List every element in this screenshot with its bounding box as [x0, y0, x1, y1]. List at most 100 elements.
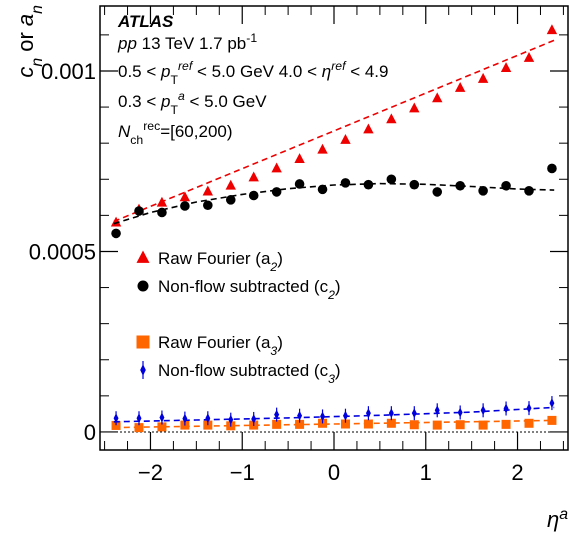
data-point	[455, 420, 465, 430]
data-point	[294, 153, 305, 163]
data-point	[110, 216, 122, 227]
data-point	[524, 186, 534, 196]
data-point	[342, 410, 348, 421]
data-point	[434, 405, 440, 416]
data-point	[320, 411, 326, 422]
data-point	[202, 185, 214, 196]
legend-label: Non-flow subtracted (c3)	[158, 361, 341, 386]
data-point	[432, 92, 443, 103]
data-point	[411, 408, 417, 419]
data-point	[386, 113, 397, 124]
data-point	[340, 419, 350, 429]
multiplicity-label: Nchrec=[60,200)	[118, 119, 233, 147]
annotation-layer: ATLAS pp 13 TeV 1.7 pb-1 0.5 < pTref < 5.…	[117, 12, 388, 147]
data-point	[248, 190, 259, 201]
data-point	[363, 179, 374, 190]
data-point	[503, 403, 509, 414]
data-point	[225, 195, 236, 205]
legend-marker	[140, 364, 146, 376]
data-point	[501, 180, 511, 191]
data-point	[179, 191, 191, 202]
y-tick-label: 0	[84, 420, 96, 445]
data-point	[480, 405, 486, 416]
data-point	[501, 419, 511, 429]
plot-layer	[100, 24, 568, 433]
data-point	[478, 186, 488, 196]
data-point	[134, 206, 144, 216]
ref-cuts-label: 0.5 < pTref < 5.0 GeV 4.0 < ηref < 4.9	[118, 59, 388, 87]
legend-label: Non-flow subtracted (c2)	[158, 277, 341, 302]
data-point	[180, 201, 190, 211]
x-tick-label: 2	[511, 460, 523, 485]
data-point	[295, 419, 305, 429]
data-point	[409, 179, 420, 190]
data-point	[432, 420, 442, 430]
fit-line-3	[113, 406, 555, 423]
legend: Raw Fourier (a2) Non-flow subtracted (c2)…	[136, 249, 341, 386]
data-point	[386, 418, 396, 428]
data-point	[455, 180, 465, 191]
data-point	[111, 420, 121, 430]
legend-marker	[137, 280, 149, 292]
legend-marker	[136, 335, 150, 349]
data-point	[134, 423, 144, 433]
data-point	[409, 102, 420, 113]
data-point	[526, 403, 532, 414]
x-tick-label: −1	[230, 460, 255, 485]
data-point	[317, 184, 328, 195]
data-point	[274, 409, 280, 420]
data-point	[365, 408, 371, 419]
data-point	[203, 200, 213, 211]
data-point	[157, 422, 167, 432]
data-point	[271, 162, 282, 173]
x-tick-label: −2	[138, 460, 163, 485]
data-point	[159, 412, 165, 423]
x-tick-label: 0	[328, 460, 340, 485]
data-point	[113, 413, 119, 424]
data-point	[248, 171, 259, 182]
data-point	[478, 420, 488, 430]
data-point	[157, 207, 167, 218]
assoc-cuts-label: 0.3 < pTa < 5.0 GeV	[118, 89, 267, 117]
data-point	[432, 187, 443, 197]
data-point	[547, 415, 557, 425]
atlas-label: ATLAS	[117, 12, 174, 31]
y-tick-label: 0.0005	[29, 239, 96, 264]
fit-line-2	[113, 419, 555, 429]
data-point	[547, 163, 557, 174]
data-point	[272, 419, 282, 429]
data-point	[317, 143, 328, 154]
y-tick-label: 0.001	[41, 59, 96, 84]
data-point	[294, 179, 305, 189]
x-tick-label: 1	[420, 460, 432, 485]
data-point	[228, 414, 234, 425]
data-point	[271, 187, 282, 197]
data-point	[409, 420, 419, 430]
data-point	[523, 52, 535, 62]
data-point	[457, 407, 463, 418]
data-point	[363, 123, 374, 134]
y-axis-label: cn or an	[13, 5, 46, 78]
data-point	[225, 179, 236, 190]
legend-label: Raw Fourier (a3)	[158, 333, 283, 358]
data-point	[340, 178, 351, 188]
legend-marker	[136, 250, 150, 263]
legend-label: Raw Fourier (a2)	[158, 249, 283, 274]
data-point	[363, 419, 373, 429]
data-point	[251, 414, 257, 424]
x-axis-label: ηa	[547, 506, 568, 533]
data-point	[297, 410, 303, 421]
data-point	[477, 72, 489, 83]
data-point	[454, 81, 466, 92]
data-point	[156, 196, 168, 207]
data-point	[205, 413, 211, 424]
data-point	[524, 418, 534, 428]
data-point	[546, 24, 558, 35]
data-point	[182, 413, 188, 424]
data-point	[388, 408, 394, 419]
data-point	[111, 228, 121, 239]
fit-line-1	[113, 182, 555, 225]
data-point	[500, 62, 512, 72]
